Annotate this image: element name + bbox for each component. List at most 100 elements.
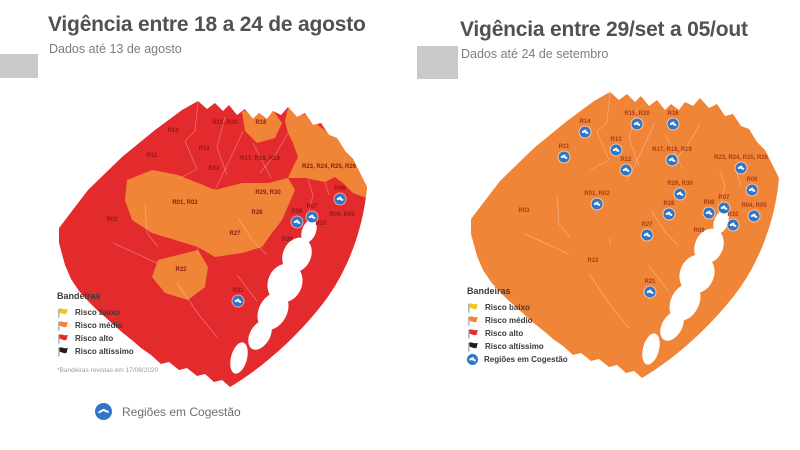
legend-title: Bandeiras [57, 291, 101, 301]
legend-item: Risco alto [57, 332, 158, 345]
cogestao-badge-icon [467, 354, 478, 365]
flag-icon [58, 346, 68, 357]
cogestao-label: Regiões em Cogestão [122, 404, 241, 419]
region-label: R27 [229, 231, 241, 237]
flag-icon [58, 333, 68, 344]
region-label: R01, R02 [172, 200, 198, 206]
cogestao-badge-icon [232, 295, 244, 307]
legend-september: Bandeiras Risco baixo Risco médio Risco al… [467, 286, 568, 366]
legend-item: Risco alto [467, 327, 568, 340]
legend-note: *Bandeiras revistas em 17/08/2020 [57, 367, 159, 374]
legend-item-label: Risco alto [75, 334, 114, 343]
logo-placeholder [417, 46, 458, 79]
region-label: R17, R18, R19 [652, 147, 692, 153]
legend-item-label: Risco alto [485, 329, 524, 338]
cogestao-badge-icon [610, 144, 622, 156]
region-label: R06 [334, 186, 346, 192]
cogestao-badge-icon [727, 219, 739, 231]
region-label: R03 [518, 208, 530, 214]
region-label: R29, R30 [255, 190, 281, 196]
cogestao-badge-icon [735, 162, 747, 174]
state-map-september: R14 R11 R15, R20 R16 R13 R17, R18, R19 R12 R23,… [469, 74, 781, 384]
flag-icon [468, 328, 478, 339]
region-label: R23, R24, R25, R26 [713, 155, 769, 161]
panel-title: Vigência entre 18 a 24 de agosto [48, 13, 366, 36]
panel-subtitle: Dados até 24 de setembro [461, 47, 609, 61]
region-label: R03 [106, 217, 118, 223]
region-label: R29, R30 [667, 181, 693, 187]
region-label: R15, R20 [212, 120, 238, 126]
region-label: R21 [644, 279, 656, 285]
panel-title: Vigência entre 29/set a 05/out [460, 18, 748, 41]
legend-item-label: Risco baixo [75, 308, 120, 317]
legend-item-label: Risco altíssimo [485, 342, 544, 351]
legend-item-label: Regiões em Cogestão [484, 355, 568, 364]
flag-icon [468, 302, 478, 313]
region-label: R08 [703, 200, 715, 206]
legend-august: Bandeiras Risco baixo Risco médio Risco al… [57, 291, 158, 374]
cogestao-badge-icon [748, 210, 760, 222]
flag-icon [58, 307, 68, 318]
legend-item: Risco altíssimo [57, 345, 158, 358]
cogestao-badge-icon [591, 198, 603, 210]
region-label: R16 [667, 111, 679, 117]
region-label: R28 [251, 210, 263, 216]
panel-august: Vigência entre 18 a 24 de agosto Dados a… [0, 13, 369, 420]
region-label: R12 [620, 157, 632, 163]
legend-item: Regiões em Cogestão [467, 353, 568, 366]
cogestao-badge-icon [620, 164, 632, 176]
legend-item: Risco médio [467, 314, 568, 327]
medium-risk-patches [125, 105, 367, 300]
cogestao-badge-icon [666, 154, 678, 166]
legend-item: Risco baixo [57, 306, 158, 319]
cogestao-legend-row: Regiões em Cogestão [95, 403, 241, 420]
panel-subtitle: Dados até 13 de agosto [49, 42, 182, 56]
region-label: R10 [315, 221, 327, 227]
region-label: R01, R02 [584, 191, 610, 197]
region-label: R11 [558, 144, 570, 150]
region-label: R22 [587, 258, 599, 264]
cogestao-badge-icon [663, 208, 675, 220]
region-label: R09 [693, 228, 705, 234]
legend-item: Risco médio [57, 319, 158, 332]
cogestao-badge-icon [306, 211, 318, 223]
cogestao-badge-icon [718, 202, 730, 214]
region-label: R23, R24, R25, R26 [301, 164, 357, 170]
flag-icon [468, 315, 478, 326]
cogestao-badge-icon [641, 229, 653, 241]
region-label: R21 [232, 288, 244, 294]
region-label: R04, R05 [741, 203, 767, 209]
state-map-august: R14 R11 R15, R20 R16 R13 R17, R18, R19 R12 R23,… [57, 83, 369, 393]
legend-item-label: Risco médio [75, 321, 123, 330]
cogestao-badge-icon [703, 207, 715, 219]
cogestao-badge-icon [334, 193, 346, 205]
cogestao-badge-icon [644, 286, 656, 298]
cogestao-badge-icon [631, 118, 643, 130]
region-label: R10 [727, 212, 739, 218]
legend-item: Risco baixo [467, 301, 568, 314]
cogestao-badge-icon [667, 118, 679, 130]
cogestao-badge-icon [291, 216, 303, 228]
region-label: R27 [641, 222, 653, 228]
state-map-svg [59, 101, 367, 387]
legend-item-label: Risco médio [485, 316, 533, 325]
legend-item: Risco altíssimo [467, 340, 568, 353]
region-label: R17, R18, R19 [240, 156, 280, 162]
region-label: R22 [175, 267, 187, 273]
legend-title: Bandeiras [467, 286, 511, 296]
region-label: R16 [255, 120, 267, 126]
cogestao-badge-icon [579, 126, 591, 138]
region-label: R09 [281, 237, 293, 243]
region-label: R14 [579, 119, 591, 125]
legend-item-label: Risco altíssimo [75, 347, 134, 356]
cogestao-badge-icon [95, 403, 112, 420]
cogestao-badge-icon [674, 188, 686, 200]
region-label: R07 [306, 204, 318, 210]
flag-icon [468, 341, 478, 352]
region-label: R28 [663, 201, 675, 207]
flag-icon [58, 320, 68, 331]
logo-placeholder [0, 54, 38, 78]
region-label: R07 [718, 195, 730, 201]
region-label: R14 [167, 128, 179, 134]
